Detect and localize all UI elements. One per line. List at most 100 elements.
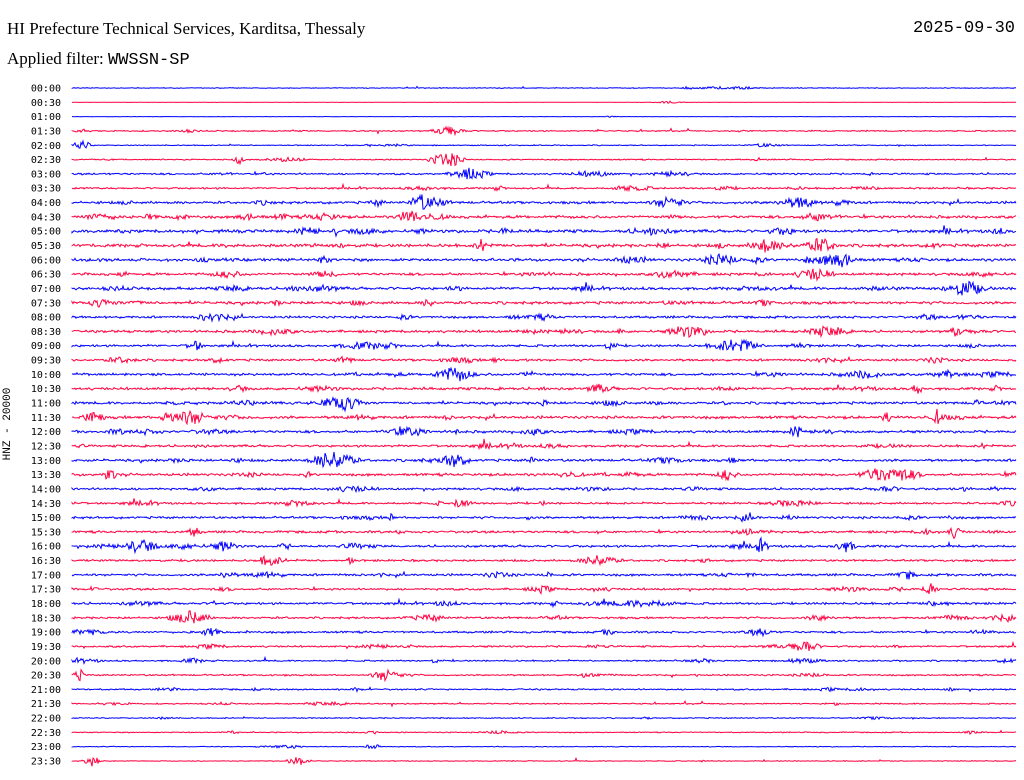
row-time-label: 06:30 bbox=[31, 270, 61, 281]
row-time-label: 21:30 bbox=[31, 699, 61, 710]
seismic-trace-0130 bbox=[71, 125, 1017, 137]
row-time-label: 02:00 bbox=[31, 141, 61, 152]
seismic-trace-2330 bbox=[71, 756, 1017, 767]
row-time-label: 12:00 bbox=[31, 427, 61, 438]
seismic-trace-2200 bbox=[71, 715, 1017, 721]
seismic-trace-0930 bbox=[71, 355, 1017, 365]
seismic-trace-0300 bbox=[71, 167, 1017, 180]
seismic-trace-1030 bbox=[71, 383, 1017, 394]
row-time-label: 10:30 bbox=[31, 384, 61, 395]
seismic-trace-1230 bbox=[71, 438, 1017, 451]
seismic-trace-2100 bbox=[71, 686, 1017, 693]
row-time-label: 00:30 bbox=[31, 98, 61, 109]
row-time-label: 03:00 bbox=[31, 169, 61, 180]
seismic-trace-0330 bbox=[71, 182, 1017, 193]
seismic-trace-1130 bbox=[71, 408, 1017, 426]
seismic-trace-0400 bbox=[71, 193, 1017, 210]
seismic-trace-1830 bbox=[71, 609, 1017, 624]
seismic-trace-2300 bbox=[71, 744, 1016, 750]
seismic-trace-2030 bbox=[71, 668, 1017, 683]
row-time-label: 17:00 bbox=[31, 570, 61, 581]
seismic-trace-0900 bbox=[71, 338, 1017, 352]
row-time-label: 19:30 bbox=[31, 642, 61, 653]
row-time-label: 18:30 bbox=[31, 613, 61, 624]
seismic-trace-1900 bbox=[71, 627, 1017, 638]
row-time-label: 08:00 bbox=[31, 313, 61, 324]
row-time-label: 18:00 bbox=[31, 599, 61, 610]
row-time-label: 19:00 bbox=[31, 628, 61, 639]
seismic-trace-1500 bbox=[71, 512, 1017, 523]
seismic-trace-1400 bbox=[71, 485, 1017, 494]
row-time-label: 08:30 bbox=[31, 327, 61, 338]
seismic-trace-1530 bbox=[71, 526, 1017, 540]
row-time-label: 00:00 bbox=[31, 84, 61, 95]
row-time-label: 20:00 bbox=[31, 656, 61, 667]
seismic-trace-0100 bbox=[72, 115, 1016, 118]
seismic-trace-0700 bbox=[71, 280, 1017, 296]
row-time-label: 17:30 bbox=[31, 585, 61, 596]
seismic-trace-1630 bbox=[71, 554, 1017, 567]
row-time-label: 16:30 bbox=[31, 556, 61, 567]
seismic-trace-2230 bbox=[71, 729, 1017, 736]
filter-label: Applied filter: bbox=[7, 49, 104, 68]
row-time-label: 22:30 bbox=[31, 728, 61, 739]
row-time-label: 14:00 bbox=[31, 484, 61, 495]
row-time-label: 20:30 bbox=[31, 671, 61, 682]
row-time-label: 01:30 bbox=[31, 126, 61, 137]
row-time-label: 05:00 bbox=[31, 227, 61, 238]
seismic-trace-0200 bbox=[71, 139, 1017, 149]
row-time-label: 03:30 bbox=[31, 184, 61, 195]
seismic-trace-1300 bbox=[71, 451, 1017, 469]
seismic-trace-2130 bbox=[71, 700, 1017, 708]
row-time-label: 14:30 bbox=[31, 499, 61, 510]
row-time-label: 13:30 bbox=[31, 470, 61, 481]
row-time-label: 09:30 bbox=[31, 356, 61, 367]
filter-line: Applied filter: WWSSN-SP bbox=[7, 49, 190, 70]
seismic-trace-0600 bbox=[71, 253, 1017, 268]
seismic-trace-0630 bbox=[71, 267, 1017, 282]
seismic-trace-1200 bbox=[71, 425, 1017, 438]
seismic-trace-1330 bbox=[71, 468, 1017, 482]
seismic-trace-2000 bbox=[71, 655, 1017, 665]
seismic-trace-0830 bbox=[71, 325, 1017, 339]
row-time-label: 09:00 bbox=[31, 341, 61, 352]
row-time-label: 02:30 bbox=[31, 155, 61, 166]
seismic-trace-1430 bbox=[71, 497, 1017, 508]
row-time-label: 10:00 bbox=[31, 370, 61, 381]
seismic-trace-0730 bbox=[71, 298, 1017, 308]
row-time-label: 15:00 bbox=[31, 513, 61, 524]
row-time-label: 22:00 bbox=[31, 714, 61, 725]
row-time-label: 11:30 bbox=[31, 413, 61, 424]
station-title: HI Prefecture Technical Services, Kardit… bbox=[7, 19, 366, 38]
seismic-trace-0530 bbox=[71, 237, 1017, 253]
seismic-trace-0800 bbox=[71, 312, 1017, 323]
row-time-label: 12:30 bbox=[31, 441, 61, 452]
row-time-label: 11:00 bbox=[31, 399, 61, 410]
seismic-trace-1700 bbox=[71, 569, 1017, 580]
row-time-label: 01:00 bbox=[31, 112, 61, 123]
row-time-label: 16:00 bbox=[31, 542, 61, 553]
seismic-trace-0030 bbox=[71, 100, 1016, 104]
row-time-label: 13:00 bbox=[31, 456, 61, 467]
row-time-label: 07:30 bbox=[31, 298, 61, 309]
seismic-trace-0500 bbox=[71, 225, 1017, 238]
seismic-trace-1600 bbox=[71, 536, 1017, 555]
row-time-label: 05:30 bbox=[31, 241, 61, 252]
seismic-trace-0000 bbox=[71, 85, 1017, 91]
row-time-label: 23:00 bbox=[31, 742, 61, 753]
seismic-trace-1800 bbox=[71, 597, 1017, 609]
row-time-label: 23:30 bbox=[31, 757, 61, 768]
row-time-label: 15:30 bbox=[31, 527, 61, 538]
seismic-trace-1100 bbox=[71, 396, 1017, 413]
seismic-trace-0430 bbox=[71, 210, 1017, 222]
row-time-label: 06:00 bbox=[31, 255, 61, 266]
seismic-trace-0230 bbox=[71, 153, 1017, 166]
seismic-trace-1930 bbox=[71, 640, 1017, 651]
row-time-label: 21:00 bbox=[31, 685, 61, 696]
row-time-label: 04:30 bbox=[31, 212, 61, 223]
filter-value: WWSSN-SP bbox=[108, 51, 190, 70]
seismic-trace-1000 bbox=[71, 366, 1017, 382]
date-label: 2025-09-30 bbox=[912, 19, 1015, 38]
row-time-label: 07:00 bbox=[31, 284, 61, 295]
